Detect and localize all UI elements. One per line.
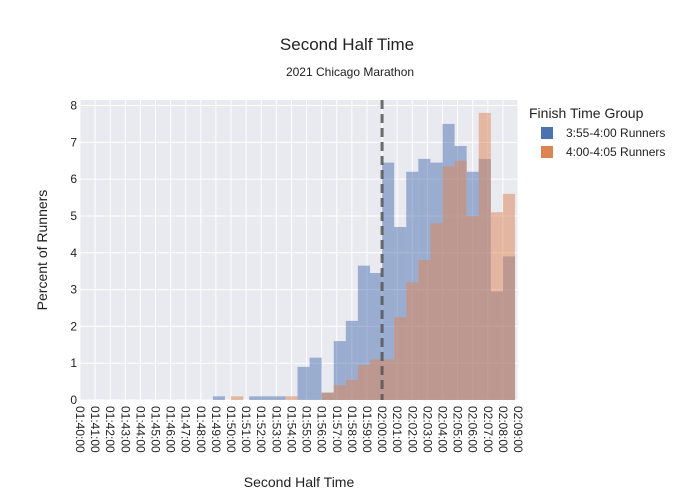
bar-series-2[interactable]	[418, 260, 431, 400]
x-tick-label: 01:49:00	[209, 406, 223, 453]
x-tick-label: 01:53:00	[269, 406, 283, 453]
legend: Finish Time Group 3:55-4:00 Runners 4:00…	[529, 105, 665, 159]
y-tick-label: 0	[70, 393, 77, 407]
bar-series-2[interactable]	[357, 365, 370, 400]
x-tick-label: 01:46:00	[164, 406, 178, 453]
y-tick-label: 7	[70, 135, 77, 149]
legend-label-series-2[interactable]: 4:00-4:05 Runners	[566, 145, 665, 159]
bar-series-1[interactable]	[309, 357, 322, 400]
bar-series-2[interactable]	[345, 379, 358, 400]
y-tick-label: 8	[70, 99, 77, 113]
y-axis-ticks: 0 1 2 3 4 5 6 7 8	[70, 99, 77, 407]
x-tick-label: 02:03:00	[420, 406, 434, 453]
bar-series-2[interactable]	[490, 212, 503, 400]
x-tick-label: 01:55:00	[300, 406, 314, 453]
chart-title: Second Half Time	[280, 35, 414, 54]
x-tick-label: 02:08:00	[496, 406, 510, 453]
x-tick-label: 01:41:00	[88, 406, 102, 453]
bar-series-2[interactable]	[369, 359, 383, 400]
x-tick-label: 02:04:00	[435, 406, 449, 453]
x-tick-label: 02:06:00	[466, 406, 480, 453]
chart-subtitle: 2021 Chicago Marathon	[286, 65, 414, 79]
x-tick-label: 01:42:00	[103, 406, 117, 453]
x-tick-label: 01:51:00	[239, 406, 253, 453]
bar-series-2[interactable]	[430, 223, 443, 400]
bar-series-2[interactable]	[285, 396, 298, 400]
x-tick-label: 02:02:00	[405, 406, 419, 453]
legend-label-series-1[interactable]: 3:55-4:00 Runners	[566, 126, 665, 140]
x-tick-label: 01:47:00	[179, 406, 193, 453]
x-axis-ticks: 01:40:00 01:41:00 01:42:00 01:43:00 01:44:00…	[73, 406, 525, 453]
legend-swatch-series-2[interactable]	[541, 146, 553, 158]
y-tick-label: 2	[70, 319, 77, 333]
bar-series-2[interactable]	[466, 215, 479, 400]
x-tick-label: 01:40:00	[73, 406, 87, 453]
bar-series-1[interactable]	[261, 396, 274, 400]
bar-series-2[interactable]	[502, 193, 515, 400]
bar-series-2[interactable]	[454, 160, 467, 400]
y-axis-label: Percent of Runners	[34, 190, 50, 311]
x-tick-label: 01:57:00	[330, 406, 344, 453]
x-tick-label: 01:52:00	[254, 406, 268, 453]
x-tick-label: 02:05:00	[451, 406, 465, 453]
x-tick-label: 02:09:00	[511, 406, 525, 453]
bar-series-2[interactable]	[442, 166, 455, 400]
y-tick-label: 5	[70, 209, 77, 223]
x-tick-label: 01:54:00	[284, 406, 298, 453]
x-tick-label: 01:59:00	[360, 406, 374, 453]
bar-series-2[interactable]	[333, 385, 346, 400]
bar-series-2[interactable]	[231, 396, 244, 400]
x-tick-label: 02:00:00	[375, 406, 389, 453]
bar-series-1[interactable]	[249, 396, 262, 400]
y-tick-label: 3	[70, 283, 77, 297]
bar-series-2[interactable]	[394, 317, 407, 400]
bar-series-1[interactable]	[297, 366, 310, 400]
x-tick-label: 01:48:00	[194, 406, 208, 453]
x-tick-label: 01:56:00	[315, 406, 329, 453]
x-tick-label: 02:01:00	[390, 406, 404, 453]
histogram-bars	[212, 112, 515, 401]
bar-series-1[interactable]	[273, 396, 286, 400]
legend-swatch-series-1[interactable]	[541, 127, 553, 139]
legend-title: Finish Time Group	[529, 105, 644, 121]
bar-series-2[interactable]	[382, 359, 395, 400]
bar-series-2[interactable]	[321, 392, 334, 400]
x-tick-label: 01:43:00	[118, 406, 132, 453]
x-tick-label: 01:45:00	[149, 406, 163, 453]
bar-series-1[interactable]	[212, 396, 225, 400]
x-tick-label: 01:58:00	[345, 406, 359, 453]
y-tick-label: 4	[70, 246, 77, 260]
y-tick-label: 6	[70, 172, 77, 186]
y-tick-label: 1	[70, 356, 77, 370]
bar-series-1[interactable]	[382, 162, 395, 400]
bar-series-2[interactable]	[406, 282, 419, 400]
x-tick-label: 01:44:00	[133, 406, 147, 453]
x-tick-label: 02:07:00	[481, 406, 495, 453]
bar-series-2[interactable]	[478, 112, 491, 401]
x-axis-label: Second Half Time	[244, 474, 355, 490]
x-tick-label: 01:50:00	[224, 406, 238, 453]
